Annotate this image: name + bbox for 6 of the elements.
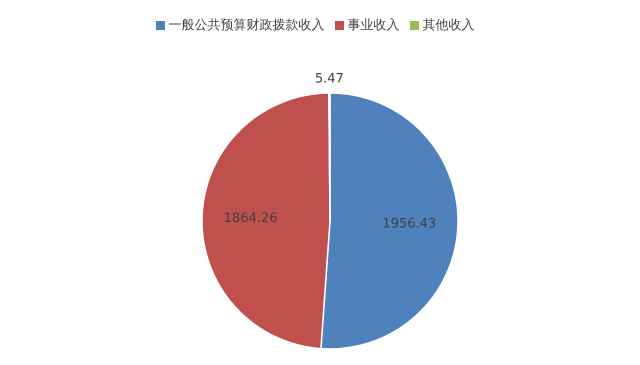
data-label: 5.47	[314, 72, 344, 86]
data-label: 1956.43	[382, 216, 436, 232]
legend-label: 一般公共预算财政拨款收入	[168, 18, 324, 33]
legend-label: 其他收入	[422, 18, 474, 33]
legend-label: 事业收入	[348, 18, 400, 33]
data-label: 1864.26	[224, 211, 278, 226]
